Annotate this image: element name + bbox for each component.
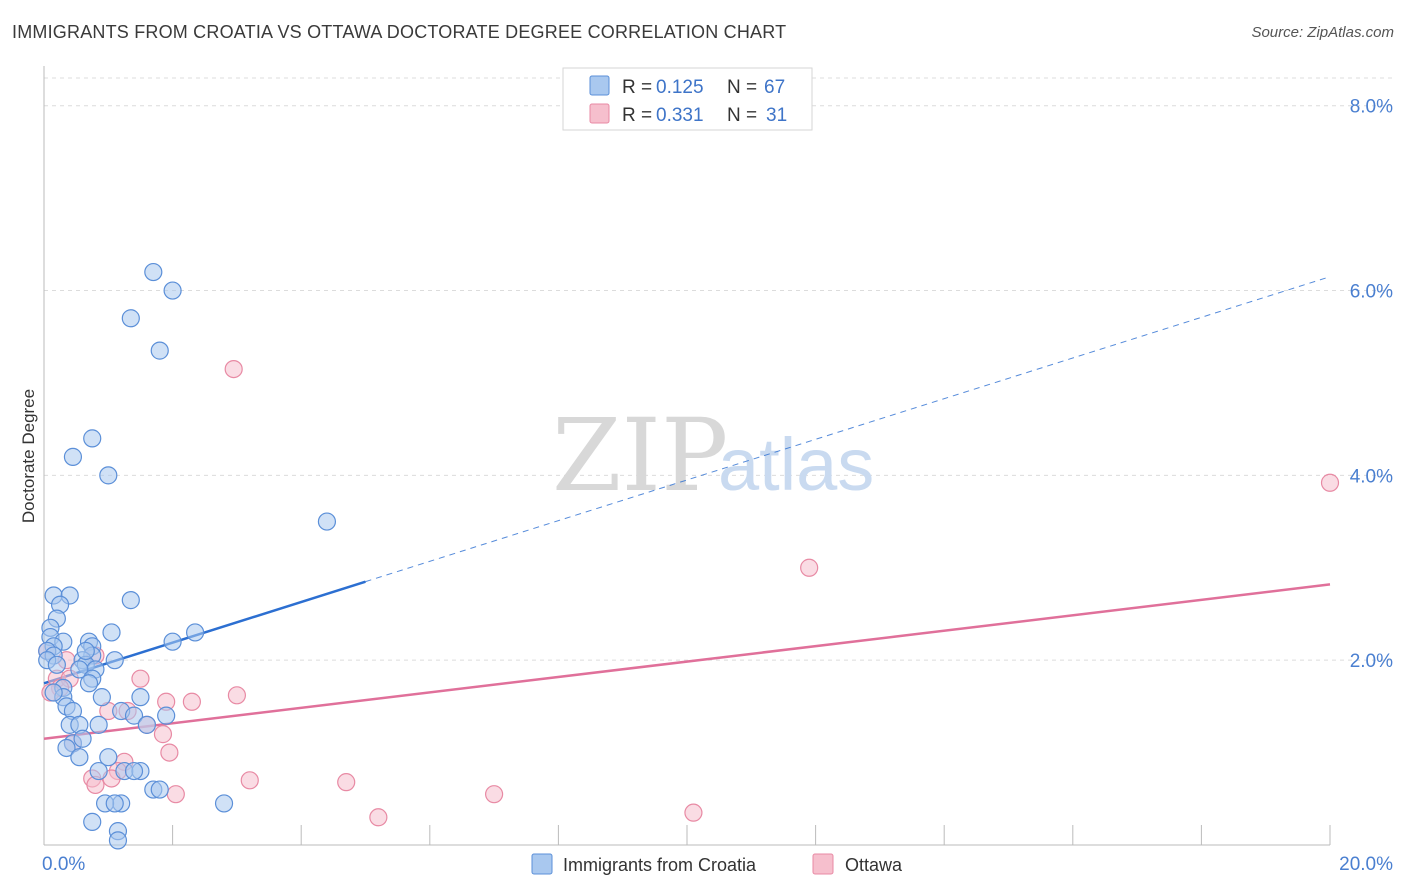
point-croatia xyxy=(57,738,76,758)
point-ottawa xyxy=(240,771,259,790)
point-croatia xyxy=(83,812,102,831)
x-tick-label: 20.0% xyxy=(1339,854,1393,875)
point-croatia xyxy=(83,429,102,448)
legend-swatch-croatia xyxy=(589,75,610,96)
bottom-legend-label-ottawa: Ottawa xyxy=(845,855,903,875)
point-croatia xyxy=(105,794,124,813)
point-ottawa xyxy=(485,785,504,804)
point-croatia xyxy=(63,447,83,466)
source-label: Source: ZipAtlas.com xyxy=(1251,24,1394,41)
point-ottawa xyxy=(800,558,819,577)
y-tick-label: 8.0% xyxy=(1350,97,1393,118)
point-croatia xyxy=(79,674,99,693)
point-croatia xyxy=(105,651,124,670)
point-croatia xyxy=(121,591,140,610)
point-croatia xyxy=(121,309,140,328)
point-ottawa xyxy=(369,808,388,827)
legend-top: R = 0.125 N = 67 R = 0.331 N = 31 xyxy=(562,67,813,131)
point-croatia xyxy=(150,780,169,799)
point-croatia xyxy=(137,715,156,734)
legend-n-label-1: N = xyxy=(727,77,757,98)
point-croatia xyxy=(186,623,205,642)
bottom-legend-swatch-croatia xyxy=(531,853,553,875)
point-ottawa xyxy=(337,773,356,792)
data-points xyxy=(38,262,1340,850)
x-tick-label: 0.0% xyxy=(42,854,85,875)
watermark-zip: ZIP xyxy=(552,397,728,514)
point-ottawa xyxy=(160,743,179,762)
y-axis-title: Doctorate Degree xyxy=(19,389,38,523)
point-croatia xyxy=(317,512,337,531)
point-croatia xyxy=(131,688,150,707)
point-croatia xyxy=(44,683,63,702)
point-croatia xyxy=(89,715,108,734)
chart-title: IMMIGRANTS FROM CROATIA VS OTTAWA DOCTOR… xyxy=(12,22,787,42)
point-croatia xyxy=(102,623,121,642)
axes xyxy=(43,66,1331,846)
trend-line-croatia-extension xyxy=(365,276,1331,583)
bottom-legend-label-croatia: Immigrants from Croatia xyxy=(563,855,757,875)
point-croatia xyxy=(99,748,118,767)
point-croatia xyxy=(108,831,128,850)
legend-swatch-ottawa xyxy=(589,103,610,124)
point-ottawa xyxy=(1320,473,1340,492)
bottom-legend-swatch-ottawa xyxy=(812,853,834,875)
legend-bottom: Immigrants from Croatia Ottawa xyxy=(531,853,903,875)
legend-r-label-2: R = xyxy=(622,105,652,126)
point-croatia xyxy=(124,761,144,781)
point-croatia xyxy=(157,706,176,725)
y-tick-label: 2.0% xyxy=(1350,651,1393,672)
point-croatia xyxy=(124,706,144,725)
point-croatia xyxy=(163,281,182,300)
point-ottawa xyxy=(224,359,243,379)
watermark: ZIP atlas xyxy=(552,397,874,514)
point-croatia xyxy=(89,761,108,781)
tick-labels: 2.0% 4.0% 6.0% 8.0% 0.0% 20.0% xyxy=(42,97,1393,875)
point-croatia xyxy=(150,341,169,360)
point-ottawa xyxy=(131,669,150,688)
legend-r-value-2: 0.331 xyxy=(656,105,704,126)
point-croatia xyxy=(99,466,118,485)
point-croatia xyxy=(73,729,92,748)
legend-n-value-2: 31 xyxy=(766,105,787,126)
y-tick-label: 4.0% xyxy=(1350,466,1393,487)
legend-r-label-1: R = xyxy=(622,77,652,98)
point-croatia xyxy=(144,262,163,282)
legend-r-value-1: 0.125 xyxy=(656,77,704,98)
point-ottawa xyxy=(227,686,246,705)
point-croatia xyxy=(47,655,66,674)
point-ottawa xyxy=(182,692,201,711)
y-tick-label: 6.0% xyxy=(1350,282,1393,303)
watermark-atlas: atlas xyxy=(718,423,874,506)
point-ottawa xyxy=(153,725,173,744)
point-croatia xyxy=(92,688,111,707)
point-croatia xyxy=(70,748,89,767)
trend-line-ottawa xyxy=(43,583,1331,740)
point-croatia xyxy=(76,641,95,661)
point-ottawa xyxy=(166,785,185,804)
point-croatia xyxy=(70,660,89,679)
point-croatia xyxy=(214,794,234,813)
point-croatia xyxy=(163,632,182,651)
legend-n-value-1: 67 xyxy=(764,77,785,98)
grid xyxy=(44,77,1394,661)
point-ottawa xyxy=(684,803,703,822)
legend-n-label-2: N = xyxy=(727,105,757,126)
